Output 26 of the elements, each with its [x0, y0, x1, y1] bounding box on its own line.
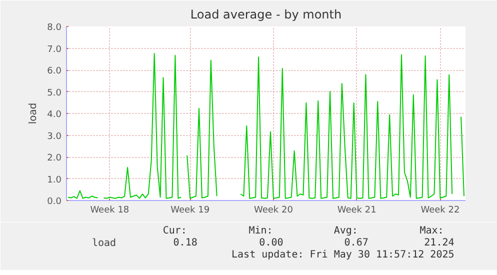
y-tick-label: 0.0: [47, 197, 62, 207]
text: Avg:: [334, 226, 358, 236]
y-tick-label: 4.0: [47, 110, 62, 120]
chart-title: Load average - by month: [190, 8, 342, 22]
x-tick-label: Week 21: [337, 206, 376, 216]
x-tick-label: Week 19: [170, 206, 210, 216]
y-tick-label: 1.0: [47, 175, 62, 186]
text: Cur:: [162, 226, 187, 236]
x-tick-label: Week 18: [90, 206, 130, 216]
y-tick-label: 3.0: [47, 132, 62, 142]
y-tick-label: 5.0: [47, 88, 62, 98]
text: Last update: Fri May 30 11:57:12 2025: [232, 250, 454, 260]
y-tick-label: 7.0: [47, 44, 62, 55]
y-tick-label: 8.0: [47, 23, 62, 33]
y-tick-label: 6.0: [47, 66, 62, 76]
text: load: [92, 238, 116, 249]
text: 21.24: [424, 238, 454, 248]
text: 0.00: [259, 238, 284, 248]
text: 0.18: [173, 238, 198, 248]
x-tick-label: Week 20: [254, 206, 294, 216]
text: Max:: [420, 226, 444, 236]
text: Min:: [248, 226, 273, 236]
text: 0.67: [344, 238, 368, 248]
x-tick-label: Week 22: [420, 206, 460, 216]
y-tick-label: 2.0: [47, 154, 62, 164]
y-axis-title: load: [28, 102, 40, 124]
